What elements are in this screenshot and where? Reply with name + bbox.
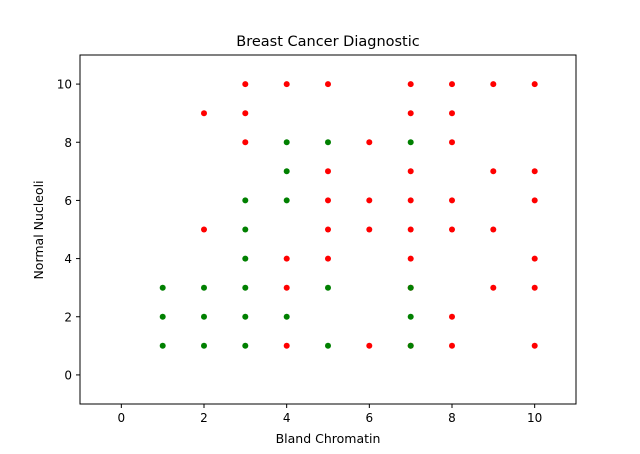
data-point — [407, 110, 414, 117]
data-point — [449, 81, 455, 88]
data-point — [201, 313, 207, 320]
data-point — [325, 197, 331, 204]
data-point — [449, 139, 455, 146]
data-point — [531, 342, 538, 349]
chart-title: Breast Cancer Diagnostic — [236, 34, 420, 50]
data-point — [407, 81, 414, 88]
data-point — [407, 139, 414, 146]
data-point — [283, 342, 290, 349]
data-point — [407, 168, 414, 175]
data-point — [407, 284, 414, 291]
data-point — [325, 255, 331, 262]
plot-area — [79, 54, 577, 405]
data-point — [242, 197, 249, 204]
y-tick-label: 0 — [64, 368, 72, 382]
x-tick-label: 8 — [448, 411, 456, 425]
data-point — [531, 284, 538, 291]
data-point — [490, 168, 497, 175]
data-point — [283, 284, 290, 291]
data-point — [407, 342, 414, 349]
data-point — [283, 255, 290, 262]
x-tick-label: 10 — [527, 411, 542, 425]
data-points — [159, 81, 538, 349]
data-point — [283, 168, 290, 175]
x-axis-ticks: 0 2 4 6 8 10 — [118, 404, 542, 425]
data-point — [201, 226, 207, 233]
data-point — [366, 197, 373, 204]
y-tick-label: 10 — [57, 78, 72, 92]
data-point — [242, 226, 249, 233]
data-point — [242, 139, 249, 146]
data-point — [201, 342, 207, 349]
data-point — [449, 226, 455, 233]
y-axis-label: Normal Nucleoli — [31, 180, 46, 279]
data-point — [325, 284, 331, 291]
data-point — [325, 342, 331, 349]
data-point — [283, 197, 290, 204]
data-point — [242, 81, 249, 88]
data-point — [449, 197, 455, 204]
data-point — [407, 197, 414, 204]
data-point — [531, 81, 538, 88]
data-point — [490, 226, 497, 233]
x-tick-label: 2 — [200, 411, 208, 425]
data-point — [201, 110, 207, 117]
data-point — [407, 313, 414, 320]
data-point — [407, 255, 414, 262]
data-point — [325, 226, 331, 233]
x-tick-label: 6 — [366, 411, 374, 425]
data-point — [159, 284, 166, 291]
data-point — [366, 226, 373, 233]
data-point — [490, 81, 497, 88]
data-point — [283, 313, 290, 320]
data-point — [449, 110, 455, 117]
data-point — [242, 284, 249, 291]
y-tick-label: 6 — [64, 194, 72, 208]
data-point — [366, 139, 373, 146]
data-point — [531, 197, 538, 204]
data-point — [159, 342, 166, 349]
data-point — [407, 226, 414, 233]
x-tick-label: 0 — [118, 411, 126, 425]
y-axis-ticks: 0 2 4 6 8 10 — [57, 78, 80, 382]
data-point — [531, 168, 538, 175]
data-point — [449, 342, 455, 349]
x-axis-label: Bland Chromatin — [276, 431, 381, 446]
data-point — [325, 168, 331, 175]
data-point — [242, 342, 249, 349]
data-point — [366, 342, 373, 349]
data-point — [325, 81, 331, 88]
data-point — [449, 313, 455, 320]
y-tick-label: 4 — [64, 252, 72, 266]
data-point — [242, 110, 249, 117]
data-point — [325, 139, 331, 146]
data-point — [490, 284, 497, 291]
data-point — [283, 81, 290, 88]
data-point — [242, 313, 249, 320]
data-point — [201, 284, 207, 291]
data-point — [283, 139, 290, 146]
data-point — [159, 313, 166, 320]
data-point — [531, 255, 538, 262]
data-point — [242, 255, 249, 262]
y-tick-label: 2 — [64, 310, 72, 324]
y-tick-label: 8 — [64, 136, 72, 150]
x-tick-label: 4 — [283, 411, 291, 425]
